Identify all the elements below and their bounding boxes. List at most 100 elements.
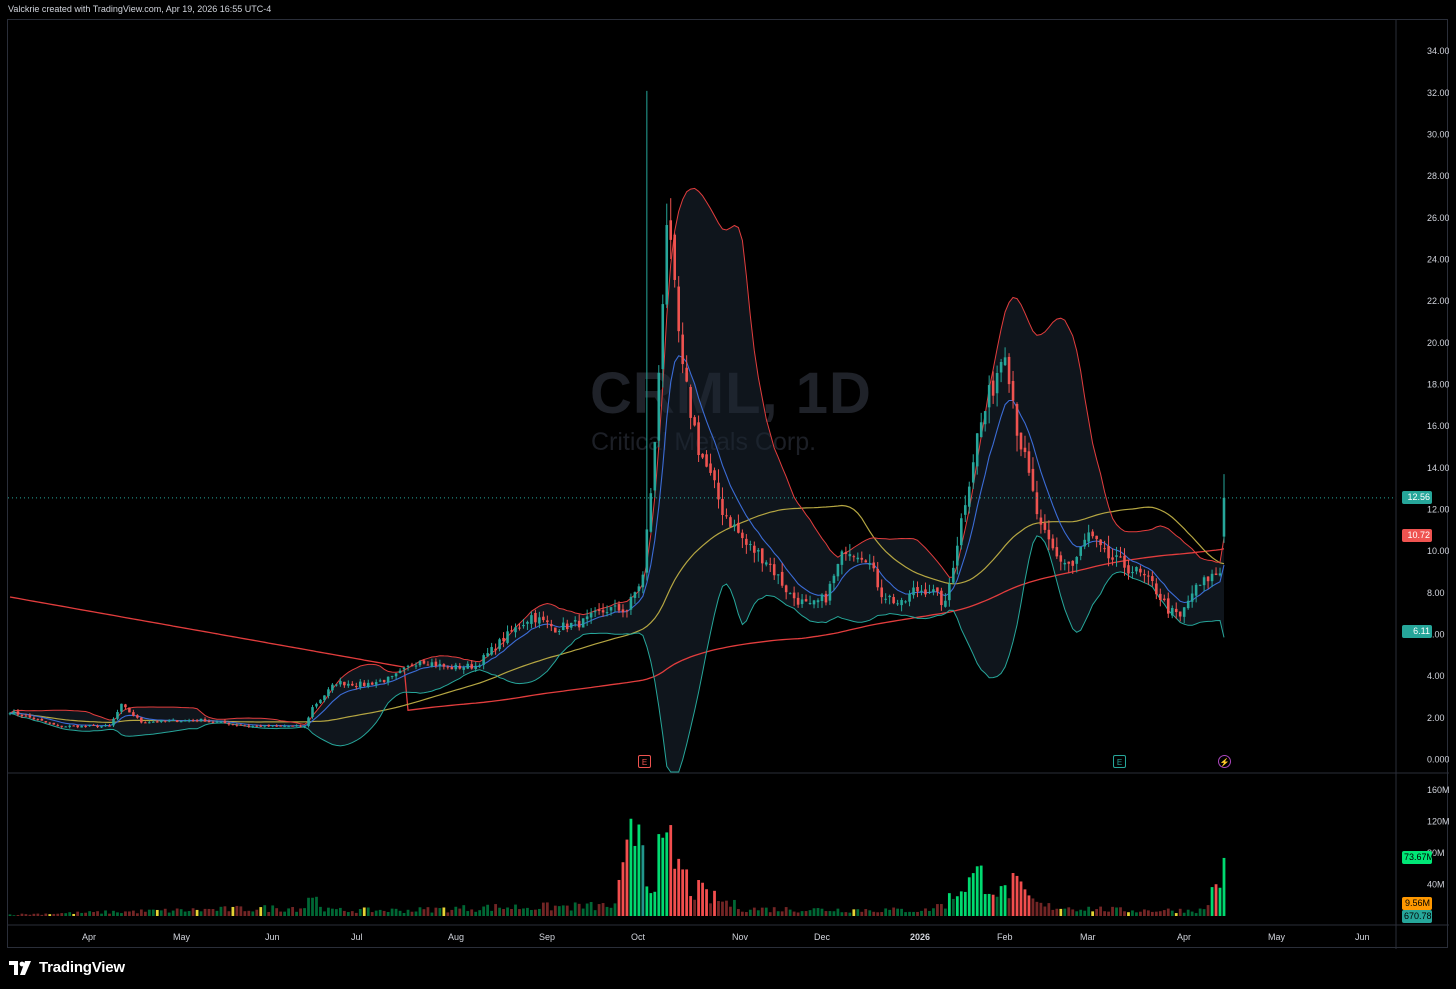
candle-body <box>410 664 414 667</box>
volume-bar <box>52 913 56 916</box>
candle-body <box>1115 555 1118 557</box>
volume-bar <box>331 908 334 916</box>
candle-body <box>589 612 593 618</box>
candle-body <box>741 532 744 539</box>
volume-bar <box>534 909 537 916</box>
candle-body <box>844 552 848 554</box>
candle-body <box>554 627 557 633</box>
candle-body <box>896 603 899 605</box>
volume-bar <box>1007 898 1011 916</box>
volume-bar <box>812 908 816 916</box>
candle-body <box>434 661 438 667</box>
candle-body <box>370 682 374 685</box>
volume-bar <box>904 912 907 916</box>
volume-bar <box>932 908 935 916</box>
volume-bar <box>239 906 243 916</box>
candle-body <box>1182 607 1186 617</box>
volume-bar <box>645 886 649 916</box>
volume-badge: 670.78 <box>1402 910 1432 924</box>
candle-body <box>291 725 294 727</box>
bollinger-band-fill <box>10 188 1224 772</box>
volume-bar <box>1035 901 1039 916</box>
candle-body <box>725 515 728 517</box>
time-axis-label: Dec <box>814 932 831 942</box>
candle-body <box>1103 548 1106 550</box>
volume-bar <box>223 906 227 916</box>
candle-body <box>745 538 748 545</box>
volume-bar <box>1143 909 1146 916</box>
candle-body <box>1194 584 1198 596</box>
volume-bar <box>514 904 517 916</box>
ema-line <box>9 355 1225 727</box>
candle-body <box>247 725 251 727</box>
volume-bar <box>665 832 669 916</box>
volume-bar <box>370 912 374 916</box>
candle-body <box>227 722 231 725</box>
volume-bar <box>163 908 167 916</box>
earnings-event-icon[interactable]: E <box>1113 755 1126 768</box>
candle-body <box>697 422 700 456</box>
candle-body <box>243 725 247 727</box>
volume-bar <box>577 903 581 916</box>
candle-body <box>677 286 680 332</box>
candle-body <box>836 564 840 577</box>
volume-bar <box>171 910 175 916</box>
volume-bar <box>438 908 442 916</box>
candle-body <box>1119 556 1122 558</box>
candle-body <box>908 593 911 602</box>
candle-body <box>991 380 995 396</box>
candle-body <box>124 704 127 708</box>
volume-bar <box>569 910 573 916</box>
candle-body <box>649 493 653 532</box>
price-volume-chart[interactable]: 0.0000 2.00 4.00 6.00 8.00 10.00 12.00 14.00 16.… <box>8 20 1449 949</box>
volume-bar <box>279 911 283 916</box>
candle-body <box>530 615 533 624</box>
volume-bar <box>752 907 756 916</box>
candle-body <box>191 720 195 722</box>
candle-body <box>733 524 736 527</box>
volume-bar <box>474 911 478 916</box>
candle-body <box>219 721 223 723</box>
candle-body <box>625 610 629 612</box>
candle-body <box>820 594 824 602</box>
candle-body <box>128 707 131 713</box>
candle-body <box>999 361 1003 373</box>
time-axis-label: Oct <box>631 932 646 942</box>
volume-bar <box>613 903 617 916</box>
price-tick-label: 18.00 <box>1427 380 1449 390</box>
volume-tick-label: 120M <box>1427 816 1449 826</box>
candle-body <box>414 665 418 667</box>
volume-bar <box>1003 885 1007 916</box>
volume-bar <box>390 908 394 916</box>
candle-body <box>768 563 772 565</box>
candle-body <box>1011 380 1015 401</box>
split-event-icon[interactable]: ⚡ <box>1218 755 1231 768</box>
candle-body <box>32 717 36 720</box>
earnings-event-icon[interactable]: E <box>638 755 651 768</box>
volume-bar <box>848 912 852 916</box>
volume-bar <box>581 908 585 916</box>
price-tick-label: 12.00 <box>1427 505 1449 515</box>
candle-body <box>633 592 637 598</box>
candle-body <box>657 372 661 441</box>
volume-bar <box>32 913 36 916</box>
chart-frame[interactable]: CRML, 1D Critical Metals Corp. 0.00002.0… <box>7 19 1449 949</box>
candle-body <box>832 575 836 584</box>
tradingview-logo[interactable]: TradingView <box>9 958 125 976</box>
volume-bar <box>677 858 681 916</box>
candle-body <box>84 726 87 728</box>
candle-body <box>800 599 804 605</box>
candle-body <box>303 725 306 727</box>
volume-bar <box>374 910 378 916</box>
volume-bar <box>701 882 704 916</box>
candle-body <box>585 616 589 620</box>
volume-bar <box>828 911 832 916</box>
candle-body <box>36 719 40 721</box>
volume-bar <box>60 913 64 916</box>
volume-bar <box>657 834 661 916</box>
candle-body <box>1063 562 1067 565</box>
volume-bar <box>840 912 844 916</box>
candle-body <box>1055 547 1059 557</box>
volume-bar <box>876 912 880 916</box>
candle-body <box>378 680 382 682</box>
